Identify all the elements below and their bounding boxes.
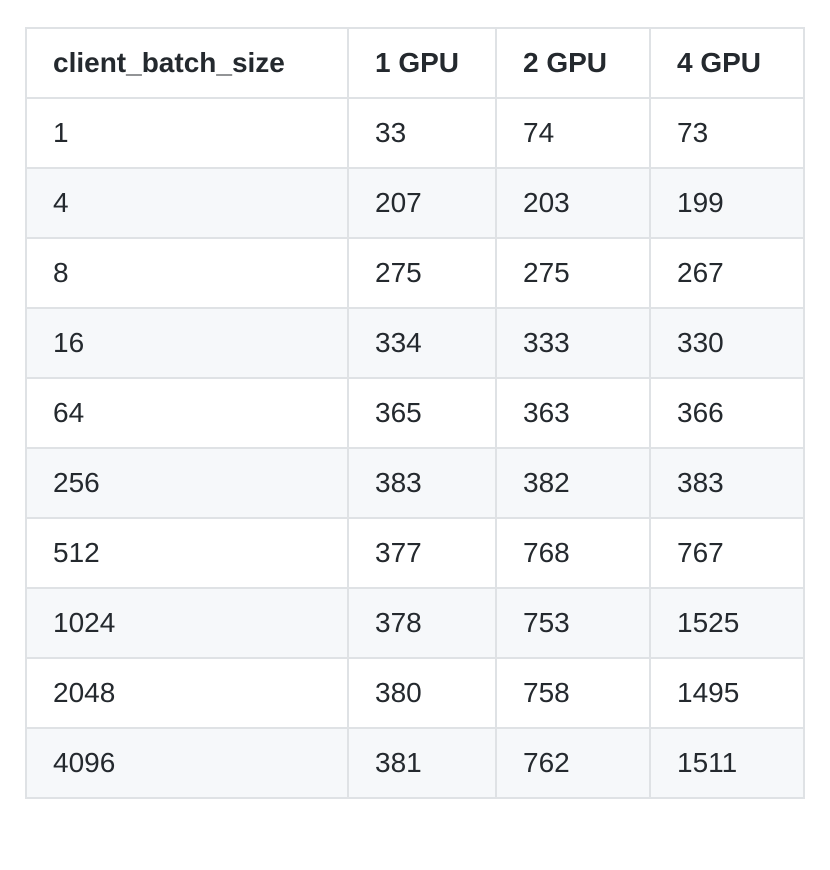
- cell-1-gpu: 334: [347, 307, 497, 379]
- table-row: 4 207 203 199: [25, 167, 805, 239]
- cell-2-gpu: 74: [495, 97, 651, 169]
- cell-4-gpu: 73: [649, 97, 805, 169]
- cell-1-gpu: 383: [347, 447, 497, 519]
- cell-1-gpu: 380: [347, 657, 497, 729]
- benchmark-table: client_batch_size 1 GPU 2 GPU 4 GPU 1 33 7…: [25, 27, 805, 799]
- cell-1-gpu: 381: [347, 727, 497, 799]
- cell-client-batch-size: 64: [25, 377, 349, 449]
- cell-2-gpu: 753: [495, 587, 651, 659]
- cell-4-gpu: 199: [649, 167, 805, 239]
- cell-4-gpu: 383: [649, 447, 805, 519]
- cell-2-gpu: 363: [495, 377, 651, 449]
- cell-client-batch-size: 16: [25, 307, 349, 379]
- header-2-gpu: 2 GPU: [495, 27, 651, 99]
- cell-1-gpu: 365: [347, 377, 497, 449]
- header-client-batch-size: client_batch_size: [25, 27, 349, 99]
- header-4-gpu: 4 GPU: [649, 27, 805, 99]
- table-row: 16 334 333 330: [25, 307, 805, 379]
- cell-4-gpu: 767: [649, 517, 805, 589]
- cell-1-gpu: 378: [347, 587, 497, 659]
- cell-client-batch-size: 4096: [25, 727, 349, 799]
- cell-client-batch-size: 4: [25, 167, 349, 239]
- cell-client-batch-size: 2048: [25, 657, 349, 729]
- table-row: 2048 380 758 1495: [25, 657, 805, 729]
- table-row: 8 275 275 267: [25, 237, 805, 309]
- table-row: 256 383 382 383: [25, 447, 805, 519]
- table-row: 4096 381 762 1511: [25, 727, 805, 799]
- cell-4-gpu: 366: [649, 377, 805, 449]
- cell-1-gpu: 207: [347, 167, 497, 239]
- cell-2-gpu: 382: [495, 447, 651, 519]
- header-1-gpu: 1 GPU: [347, 27, 497, 99]
- cell-2-gpu: 762: [495, 727, 651, 799]
- cell-1-gpu: 275: [347, 237, 497, 309]
- cell-client-batch-size: 1: [25, 97, 349, 169]
- cell-4-gpu: 267: [649, 237, 805, 309]
- cell-2-gpu: 768: [495, 517, 651, 589]
- cell-client-batch-size: 256: [25, 447, 349, 519]
- table-row: 512 377 768 767: [25, 517, 805, 589]
- cell-2-gpu: 203: [495, 167, 651, 239]
- cell-1-gpu: 377: [347, 517, 497, 589]
- cell-4-gpu: 1525: [649, 587, 805, 659]
- cell-4-gpu: 1511: [649, 727, 805, 799]
- cell-client-batch-size: 1024: [25, 587, 349, 659]
- table-row: 64 365 363 366: [25, 377, 805, 449]
- cell-client-batch-size: 512: [25, 517, 349, 589]
- cell-4-gpu: 1495: [649, 657, 805, 729]
- cell-client-batch-size: 8: [25, 237, 349, 309]
- cell-2-gpu: 758: [495, 657, 651, 729]
- table-row: 1 33 74 73: [25, 97, 805, 169]
- cell-2-gpu: 333: [495, 307, 651, 379]
- table-header-row: client_batch_size 1 GPU 2 GPU 4 GPU: [25, 27, 805, 99]
- cell-1-gpu: 33: [347, 97, 497, 169]
- cell-2-gpu: 275: [495, 237, 651, 309]
- table-row: 1024 378 753 1525: [25, 587, 805, 659]
- cell-4-gpu: 330: [649, 307, 805, 379]
